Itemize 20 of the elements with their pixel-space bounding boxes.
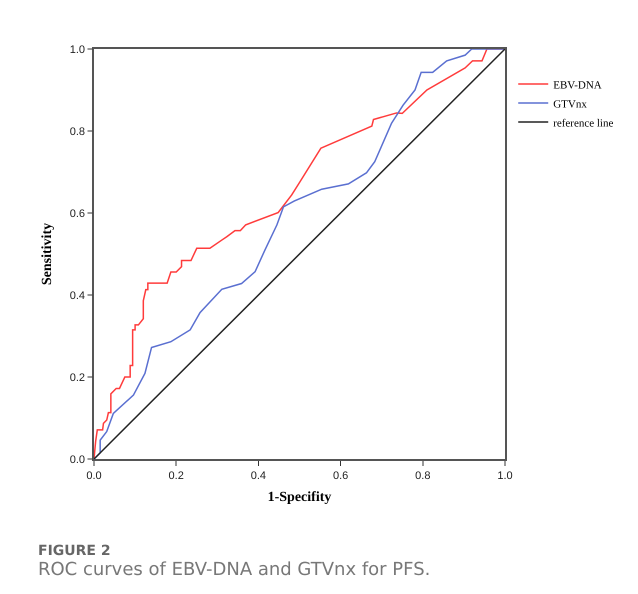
- y-axis-title: Sensitivity: [40, 222, 55, 286]
- text: ROC curves of EBV-DNA and GTVnx for PFS.: [38, 559, 430, 580]
- y-tick-label: 0.2: [70, 372, 86, 384]
- caption: FIGURE 2: [38, 543, 111, 559]
- y-tick-label: 0.6: [70, 208, 86, 220]
- x-tick-label: 0.6: [332, 470, 348, 482]
- y-tick-label: 0.8: [70, 126, 86, 138]
- legend-label: EBV-DNA: [553, 79, 602, 92]
- x-tick-label: 1.0: [497, 470, 513, 482]
- x-axis-title: 1-Specifity: [268, 490, 332, 505]
- x-tick-label: 0.4: [250, 470, 266, 482]
- y-tick-label: 0.4: [70, 290, 86, 302]
- x-tick-label: 0.2: [168, 470, 184, 482]
- y-tick-label: 1.0: [70, 44, 86, 56]
- x-tick-label: 0.8: [415, 470, 430, 482]
- legend-label: reference line: [553, 117, 614, 130]
- line-series: [94, 49, 505, 459]
- x-tick-label: 0.0: [86, 470, 102, 482]
- y-tick-label: 0.0: [70, 454, 86, 466]
- legend-label: GTVnx: [553, 98, 588, 110]
